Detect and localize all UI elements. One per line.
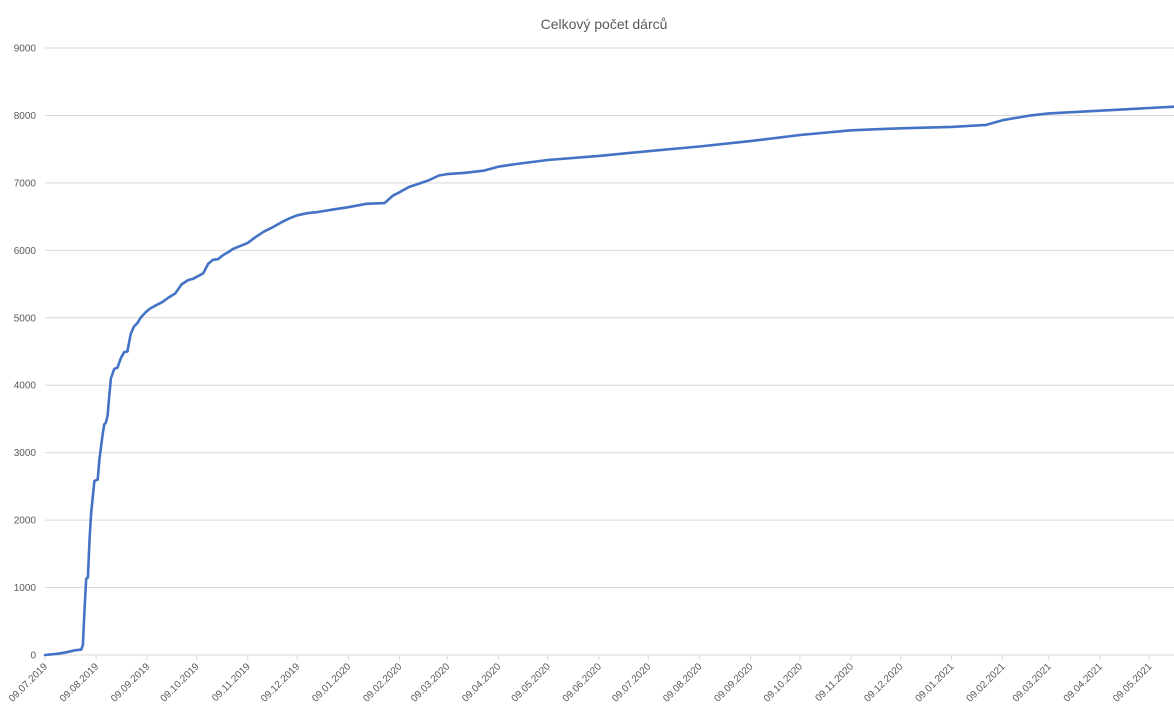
y-tick-label: 1000 bbox=[14, 583, 37, 594]
y-tick-label: 4000 bbox=[14, 381, 37, 392]
chart-title: Celkový počet dárců bbox=[541, 16, 668, 32]
y-tick-label: 8000 bbox=[14, 111, 37, 122]
y-tick-label: 7000 bbox=[14, 178, 37, 189]
x-tick-label: 09.10.2019 bbox=[159, 661, 202, 704]
x-tick-label: 09.11.2020 bbox=[813, 661, 856, 704]
y-tick-label: 9000 bbox=[14, 44, 37, 55]
x-tick-label: 09.06.2020 bbox=[561, 661, 604, 704]
x-tick-label: 09.07.2020 bbox=[610, 661, 653, 704]
x-tick-label: 09.04.2020 bbox=[460, 661, 503, 704]
x-tick-label: 09.08.2019 bbox=[58, 661, 101, 704]
y-axis-tick-labels: 0 1000 2000 3000 4000 5000 6000 7000 8000 9000 bbox=[14, 44, 37, 662]
y-tick-label: 0 bbox=[30, 651, 36, 662]
y-tick-label: 3000 bbox=[14, 448, 37, 459]
x-tick-label: 09.05.2020 bbox=[510, 661, 553, 704]
x-tick-label: 09.01.2020 bbox=[310, 661, 353, 704]
series-layer bbox=[43, 105, 1174, 657]
series-line-0 bbox=[43, 105, 1174, 657]
x-tick-label: 09.04.2021 bbox=[1062, 661, 1105, 704]
x-tick-label: 09.12.2020 bbox=[862, 661, 905, 704]
x-tick-label: 09.10.2020 bbox=[762, 661, 805, 704]
x-tick-label: 09.09.2019 bbox=[109, 661, 152, 704]
y-tick-label: 5000 bbox=[14, 313, 37, 324]
x-tick-label: 09.02.2020 bbox=[361, 661, 404, 704]
x-tick-label: 09.01.2021 bbox=[913, 661, 956, 704]
x-tick-label: 09.11.2019 bbox=[210, 661, 253, 704]
x-tick-label: 09.03.2020 bbox=[409, 661, 452, 704]
y-tick-label: 2000 bbox=[14, 516, 37, 527]
x-tick-label: 09.02.2021 bbox=[965, 661, 1008, 704]
x-tick-label: 09.12.2019 bbox=[259, 661, 302, 704]
x-tick-label: 09.03.2021 bbox=[1011, 661, 1054, 704]
x-tick-label: 09.05.2021 bbox=[1111, 661, 1154, 704]
x-tick-label: 09.08.2020 bbox=[661, 661, 704, 704]
y-tick-label: 6000 bbox=[14, 246, 37, 257]
x-axis-tick-labels: 09.07.2019 09.08.2019 09.09.2019 09.10.2019… bbox=[7, 655, 1155, 705]
gridlines bbox=[45, 47, 1174, 589]
x-tick-label: 09.09.2020 bbox=[712, 661, 755, 704]
x-tick-label: 09.07.2019 bbox=[7, 661, 50, 704]
